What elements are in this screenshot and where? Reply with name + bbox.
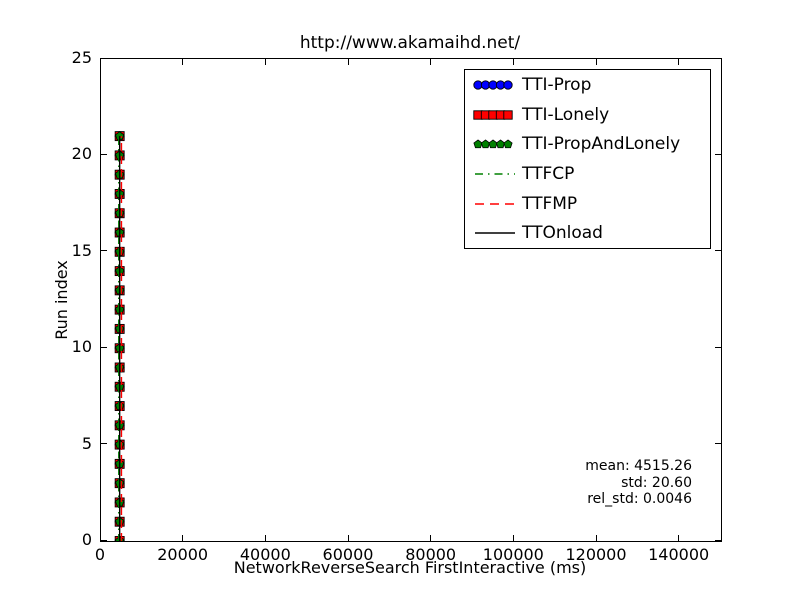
x-tick-bottom [264,535,266,541]
x-tick-top [264,59,266,65]
x-tick-top [512,59,514,65]
legend-pentagon-markers-icon [465,136,522,152]
legend-entry: TTI-Lonely [465,100,710,130]
y-tick-right [715,346,721,348]
x-axis-label: NetworkReverseSearch FirstInteractive (m… [233,558,587,577]
legend-label: TTI-Prop [522,74,592,95]
x-tick-label: 40000 [239,545,291,564]
x-tick-top [99,59,101,65]
y-tick-right [715,443,721,445]
legend-entry: TTI-PropAndLonely [465,129,710,159]
y-tick-label: 15 [71,240,92,260]
plot-canvas [114,131,125,541]
y-tick-label: 20 [71,144,92,164]
legend-square-markers-icon [465,107,522,123]
x-tick-top [182,59,184,65]
x-tick-label: 80000 [405,545,457,564]
stats-std: std: 20.60 [621,474,692,491]
y-tick-left [101,250,107,252]
x-tick-bottom [595,535,597,541]
x-tick-bottom [430,535,432,541]
stats-rel-std: rel_std: 0.0046 [587,491,692,507]
x-tick-bottom [99,535,101,541]
legend-circle-markers-icon [465,77,522,93]
legend-dash-dot-line-icon [465,166,522,182]
x-tick-label: 20000 [157,545,209,564]
y-tick-left [101,346,107,348]
legend-solid-line-icon [465,225,522,241]
legend-dashed-line-icon [465,196,522,212]
x-tick-top [347,59,349,65]
legend-entry: TTFMP [465,189,710,219]
y-tick-right [715,57,721,59]
legend-label: TTFCP [522,163,575,184]
legend: TTI-Prop TTI-Lonely TTI-PropAndLonely TTFCP… [464,69,711,249]
x-tick-label: 100000 [482,545,544,564]
y-tick-right [715,153,721,155]
metric-lines [118,136,123,541]
y-tick-left [101,539,107,541]
y-tick-label: 10 [71,337,92,357]
x-tick-top [678,59,680,65]
legend-label: TTOnload [522,223,603,244]
y-tick-label: 0 [81,530,92,549]
legend-label: TTI-PropAndLonely [522,134,681,155]
x-tick-bottom [182,535,184,541]
legend-entry: TTOnload [465,218,710,248]
stats-mean: mean: 4515.26 [585,458,692,474]
y-tick-left [101,443,107,445]
legend-entry: TTI-Prop [465,70,710,100]
x-tick-label: 120000 [565,545,627,564]
y-axis-label: Run index [52,260,71,340]
x-tick-top [430,59,432,65]
chart-title: http://www.akamaihd.net/ [299,33,521,53]
x-tick-top [595,59,597,65]
x-tick-label: 0 [94,545,106,564]
x-tick-label: 60000 [322,545,374,564]
stats-annotation: mean: 4515.26 std: 20.60 rel_std: 0.0046 [585,458,692,508]
legend-label: TTI-Lonely [522,104,610,125]
y-tick-right [715,539,721,541]
y-tick-label: 5 [81,433,92,453]
y-tick-label: 25 [71,48,92,67]
y-tick-right [715,250,721,252]
legend-entry: TTFCP [465,159,710,189]
y-tick-left [101,153,107,155]
y-tick-left [101,57,107,59]
x-tick-bottom [512,535,514,541]
x-tick-bottom [678,535,680,541]
x-tick-bottom [347,535,349,541]
x-tick-label: 140000 [648,545,710,564]
legend-label: TTFMP [522,193,578,214]
